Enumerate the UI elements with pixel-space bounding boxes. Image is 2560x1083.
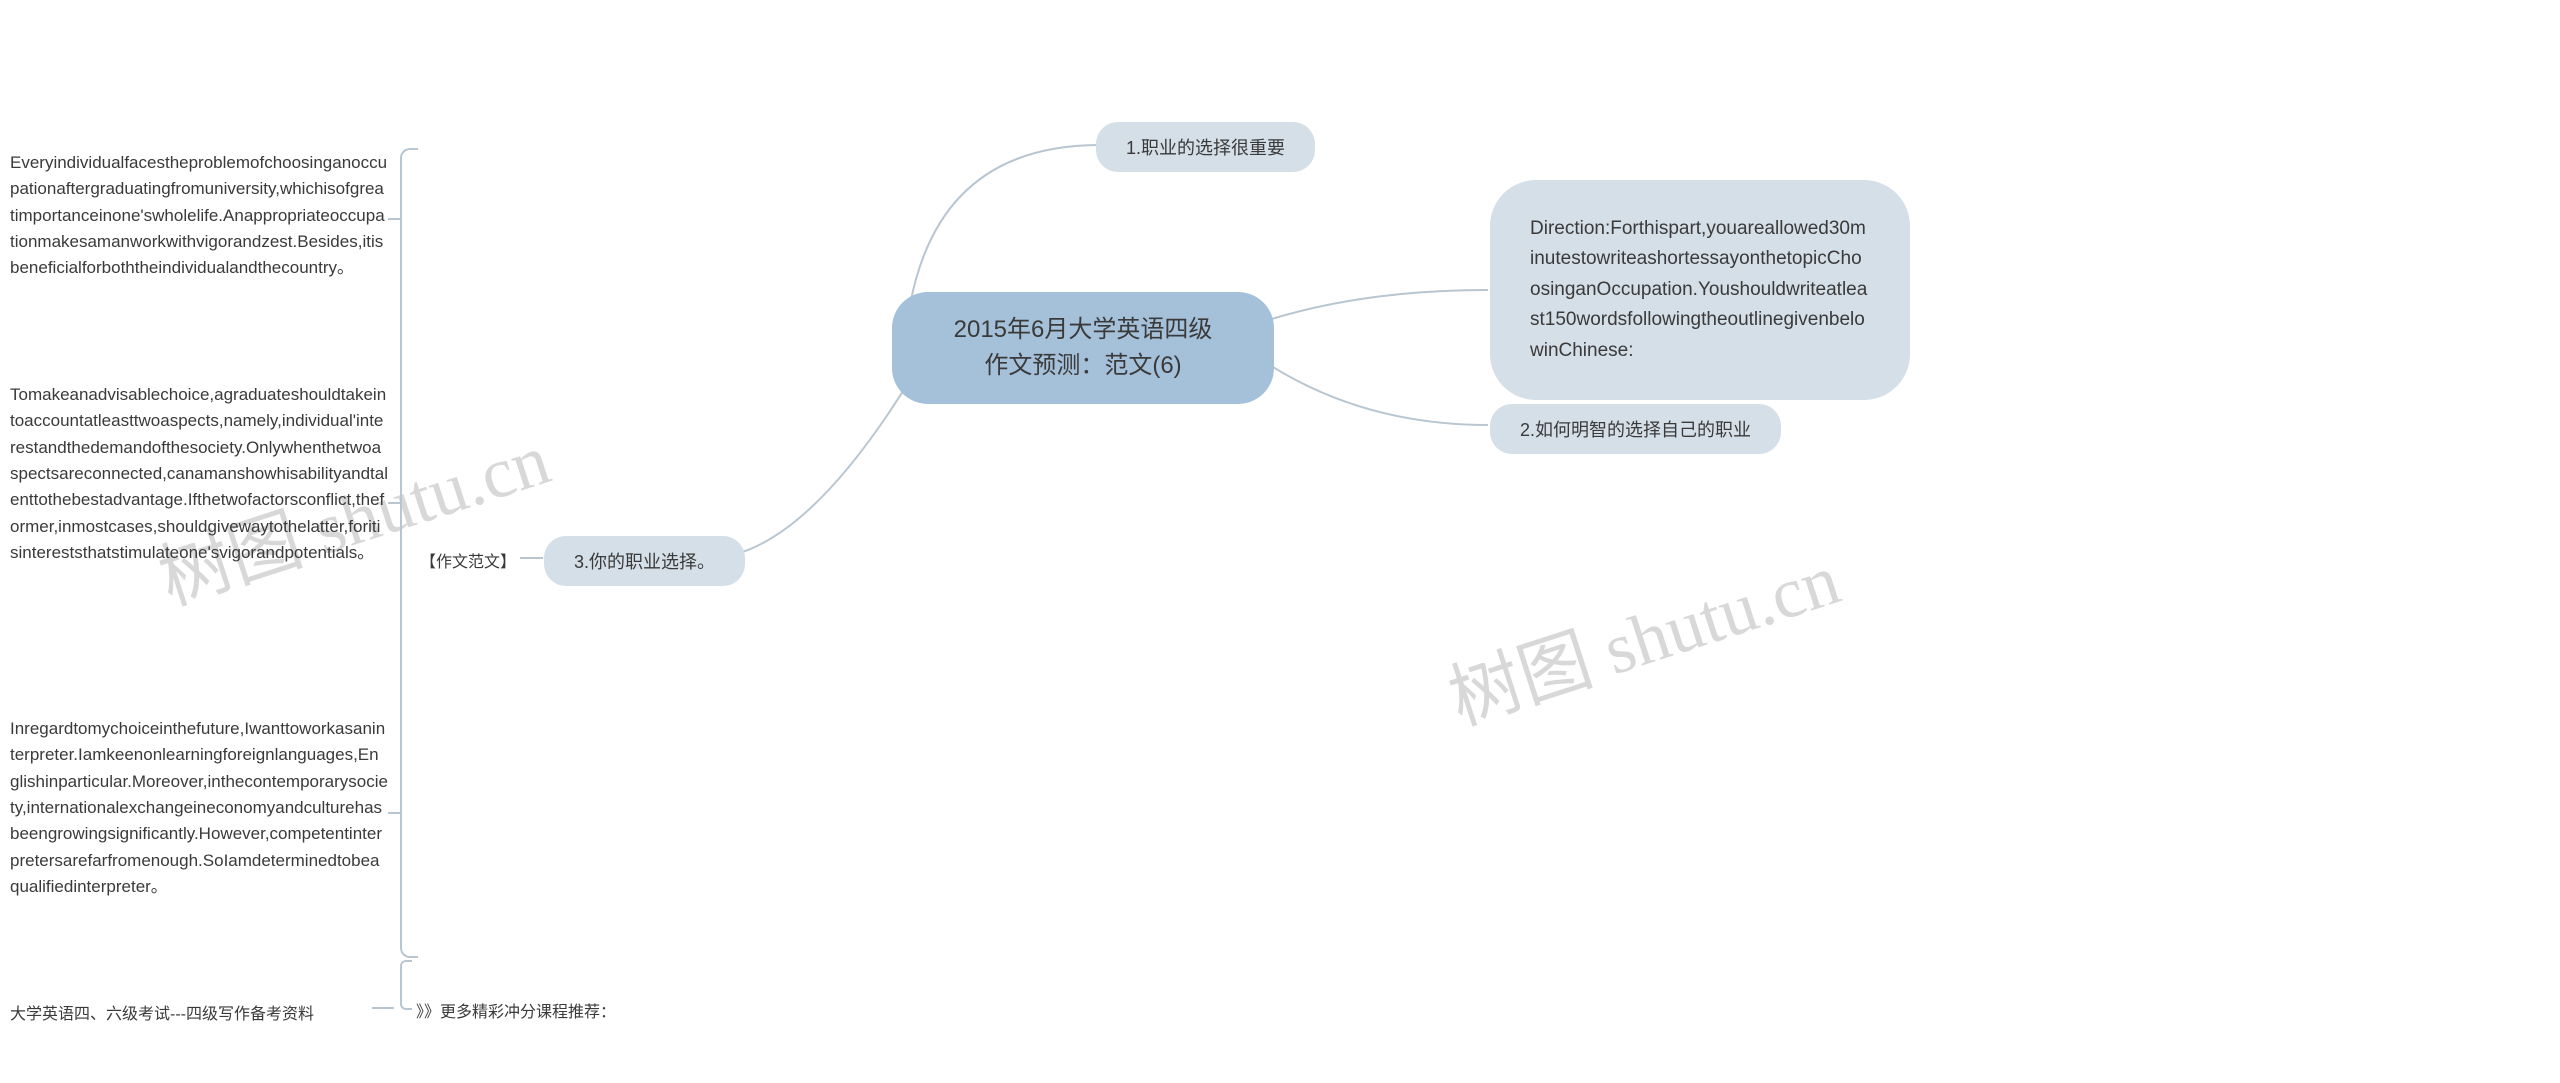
bracket-paragraphs	[400, 148, 418, 958]
bottom-right-text: 》》更多精彩冲分课程推荐：	[416, 998, 616, 1022]
bracket-tick-2	[388, 502, 400, 504]
branch-top-pill: 1.职业的选择很重要	[1096, 122, 1315, 172]
paragraph-2: Tomakeanadvisablechoice,agraduateshouldt…	[10, 382, 388, 566]
center-title: 2015年6月大学英语四级 作文预测：范文(6)	[954, 312, 1213, 384]
bracket-tick-1	[388, 218, 400, 220]
branch-right-label: 2.如何明智的选择自己的职业	[1520, 416, 1751, 442]
paragraph-1: Everyindividualfacestheproblemofchoosing…	[10, 150, 388, 282]
branch-left-pill: 3.你的职业选择。	[544, 536, 745, 586]
paragraph-3: Inregardtomychoiceinthefuture,Iwanttowor…	[10, 716, 388, 900]
center-node: 2015年6月大学英语四级 作文预测：范文(6)	[892, 292, 1274, 404]
essay-label: 【作文范文】	[420, 548, 516, 572]
branch-top-label: 1.职业的选择很重要	[1126, 134, 1285, 160]
watermark: 树图 shutu.cn	[1434, 520, 1851, 745]
bracket-bottom	[400, 960, 412, 1010]
right-bubble-text: Direction:Forthispart,youareallowed30min…	[1530, 214, 1870, 366]
branch-right-pill: 2.如何明智的选择自己的职业	[1490, 404, 1781, 454]
branch-left-label: 3.你的职业选择。	[574, 548, 715, 574]
right-bubble: Direction:Forthispart,youareallowed30min…	[1490, 180, 1910, 400]
bottom-left-text: 大学英语四、六级考试---四级写作备考资料	[10, 1000, 314, 1024]
bracket-tick-3	[388, 812, 400, 814]
